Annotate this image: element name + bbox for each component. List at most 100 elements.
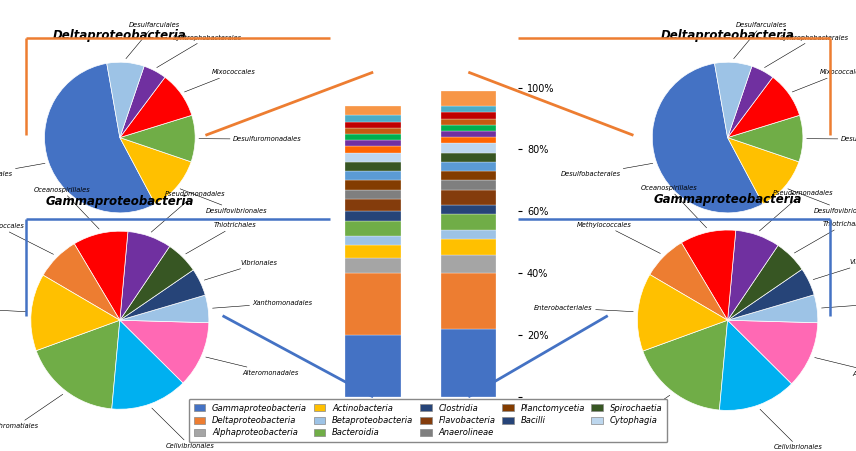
Wedge shape bbox=[120, 138, 191, 204]
Text: Chromatiales: Chromatiales bbox=[601, 395, 669, 430]
Title: Deltaproteobacteria: Deltaproteobacteria bbox=[53, 29, 187, 42]
Wedge shape bbox=[120, 246, 193, 320]
Wedge shape bbox=[43, 244, 120, 320]
Wedge shape bbox=[728, 77, 800, 138]
Bar bbox=[441, 125, 496, 131]
Bar bbox=[346, 152, 401, 162]
Text: Desulfarculales: Desulfarculales bbox=[126, 22, 180, 59]
Text: Alteromonadales: Alteromonadales bbox=[205, 357, 299, 376]
Text: Methylococcales: Methylococcales bbox=[577, 222, 660, 253]
Wedge shape bbox=[31, 275, 120, 351]
Text: Vibrionales: Vibrionales bbox=[813, 259, 856, 280]
Wedge shape bbox=[112, 320, 183, 409]
Wedge shape bbox=[120, 115, 195, 162]
Bar bbox=[441, 230, 496, 239]
Legend: Gammaproteobacteria, Deltaproteobacteria, Alphaproteobacteria, Actinobacteria, B: Gammaproteobacteria, Deltaproteobacteria… bbox=[188, 399, 668, 442]
Text: Enterobacteriales: Enterobacteriales bbox=[0, 305, 27, 312]
Bar bbox=[441, 119, 496, 125]
Title: Deltaproteobacteria: Deltaproteobacteria bbox=[661, 29, 794, 42]
Wedge shape bbox=[715, 62, 752, 138]
Text: Chromatiales: Chromatiales bbox=[0, 394, 62, 429]
Text: Thiotrichales: Thiotrichales bbox=[794, 221, 856, 253]
Text: Desulfobacterales: Desulfobacterales bbox=[0, 163, 45, 177]
Wedge shape bbox=[728, 115, 803, 162]
Wedge shape bbox=[120, 295, 209, 323]
Bar bbox=[346, 162, 401, 171]
Bar bbox=[346, 236, 401, 245]
Text: Methylococcales: Methylococcales bbox=[0, 223, 54, 254]
Bar bbox=[441, 106, 496, 112]
Wedge shape bbox=[107, 62, 144, 138]
Text: Pseudomonadales: Pseudomonadales bbox=[152, 191, 225, 232]
Title: Gammaproteobacteria: Gammaproteobacteria bbox=[653, 193, 802, 206]
Wedge shape bbox=[650, 243, 728, 320]
Bar bbox=[346, 171, 401, 180]
Wedge shape bbox=[728, 230, 778, 320]
Wedge shape bbox=[120, 66, 165, 138]
Wedge shape bbox=[45, 64, 155, 213]
Bar bbox=[441, 91, 496, 106]
Bar bbox=[346, 180, 401, 190]
Bar bbox=[441, 239, 496, 255]
Title: Gammaproteobacteria: Gammaproteobacteria bbox=[45, 195, 194, 208]
Bar bbox=[346, 134, 401, 140]
Wedge shape bbox=[120, 231, 169, 320]
Wedge shape bbox=[719, 320, 792, 410]
Bar bbox=[441, 152, 496, 162]
Wedge shape bbox=[652, 64, 763, 213]
Bar bbox=[441, 273, 496, 329]
Text: Syntrophobacterales: Syntrophobacterales bbox=[157, 35, 241, 68]
Bar bbox=[346, 115, 401, 122]
Wedge shape bbox=[74, 231, 128, 320]
Text: Enterobacteriales: Enterobacteriales bbox=[534, 305, 633, 312]
Wedge shape bbox=[728, 245, 802, 320]
Bar bbox=[441, 190, 496, 205]
Bar bbox=[441, 329, 496, 397]
Wedge shape bbox=[643, 320, 728, 410]
Text: Desulfobacterales: Desulfobacterales bbox=[561, 163, 653, 177]
Bar bbox=[346, 128, 401, 134]
Text: Cellvibrionales: Cellvibrionales bbox=[152, 408, 214, 449]
Text: Oceanospirillales: Oceanospirillales bbox=[641, 185, 706, 228]
Bar bbox=[346, 212, 401, 221]
Bar bbox=[346, 273, 401, 335]
Wedge shape bbox=[638, 275, 728, 351]
Bar bbox=[346, 140, 401, 147]
Bar bbox=[346, 258, 401, 273]
Bar bbox=[346, 221, 401, 236]
Text: Thiotrichales: Thiotrichales bbox=[186, 222, 257, 254]
Wedge shape bbox=[120, 77, 192, 138]
Text: Syntrophobacterales: Syntrophobacterales bbox=[764, 35, 849, 68]
Text: Xanthomonadales: Xanthomonadales bbox=[822, 300, 856, 308]
Wedge shape bbox=[728, 269, 814, 320]
Wedge shape bbox=[728, 66, 773, 138]
Bar bbox=[441, 255, 496, 273]
Text: Alteromonadales: Alteromonadales bbox=[815, 358, 856, 377]
Bar bbox=[441, 162, 496, 171]
Bar bbox=[346, 190, 401, 199]
Wedge shape bbox=[120, 270, 205, 320]
Bar bbox=[441, 137, 496, 143]
Text: Desulfuromonadales: Desulfuromonadales bbox=[806, 136, 856, 142]
Text: Xanthomonadales: Xanthomonadales bbox=[212, 300, 312, 308]
Bar bbox=[441, 171, 496, 180]
Bar bbox=[346, 122, 401, 128]
Text: Desulfovibrionales: Desulfovibrionales bbox=[788, 189, 856, 214]
Bar bbox=[441, 214, 496, 230]
Text: Mixococcales: Mixococcales bbox=[185, 69, 256, 92]
Text: Oceanospirillales: Oceanospirillales bbox=[33, 187, 99, 229]
Wedge shape bbox=[728, 320, 817, 384]
Bar bbox=[346, 245, 401, 258]
Bar bbox=[441, 131, 496, 137]
Text: Mixococcales: Mixococcales bbox=[793, 69, 856, 92]
Bar bbox=[346, 147, 401, 152]
Wedge shape bbox=[728, 295, 817, 323]
Wedge shape bbox=[120, 320, 209, 383]
Bar bbox=[441, 112, 496, 119]
Text: Desulfuromonadales: Desulfuromonadales bbox=[199, 136, 301, 142]
Wedge shape bbox=[681, 230, 736, 320]
Text: Pseudomonadales: Pseudomonadales bbox=[759, 190, 834, 231]
Text: Cellvibrionales: Cellvibrionales bbox=[760, 409, 823, 451]
Text: Vibrionales: Vibrionales bbox=[205, 260, 277, 280]
Bar bbox=[346, 106, 401, 115]
